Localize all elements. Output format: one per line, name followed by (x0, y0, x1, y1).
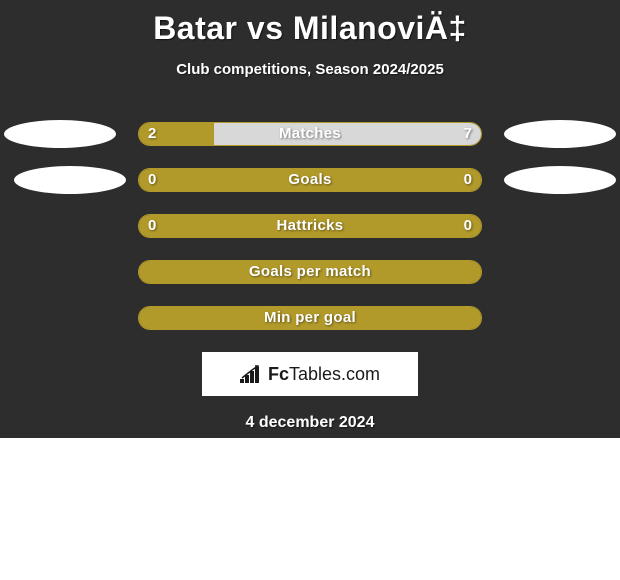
stat-row: 00Hattricks (0, 214, 620, 238)
logo-chart-icon (240, 365, 262, 383)
stat-bar: 00Goals (138, 168, 482, 192)
stat-bar: 00Hattricks (138, 214, 482, 238)
stat-label: Matches (138, 122, 482, 146)
stat-row: Goals per match (0, 260, 620, 284)
logo-box: FcTables.com (202, 352, 418, 396)
page-title: Batar vs MilanoviÄ‡ (0, 0, 620, 47)
stats-block: 27Matches 00Goals 00Hattricks Goals per mat… (0, 122, 620, 330)
stat-row: Min per goal (0, 306, 620, 330)
portrait-ellipse-right (504, 166, 616, 194)
stat-label: Min per goal (138, 306, 482, 330)
stat-row: 27Matches (0, 122, 620, 146)
portrait-ellipse-left (4, 120, 116, 148)
portrait-ellipse-left (14, 166, 126, 194)
lower-white-area (0, 438, 620, 580)
stat-bar: Goals per match (138, 260, 482, 284)
logo-text-light: Tables (289, 364, 341, 384)
page-subtitle: Club competitions, Season 2024/2025 (0, 61, 620, 78)
logo-text: FcTables.com (268, 364, 380, 385)
stat-label: Hattricks (138, 214, 482, 238)
stat-bar: 27Matches (138, 122, 482, 146)
portrait-ellipse-right (504, 120, 616, 148)
stat-label: Goals per match (138, 260, 482, 284)
stat-bar: Min per goal (138, 306, 482, 330)
infographic-container: Batar vs MilanoviÄ‡ Club competitions, S… (0, 0, 620, 438)
stat-row: 00Goals (0, 168, 620, 192)
logo-text-ext: .com (341, 364, 380, 384)
date-text: 4 december 2024 (0, 414, 620, 432)
logo-text-bold: Fc (268, 364, 289, 384)
stat-label: Goals (138, 168, 482, 192)
